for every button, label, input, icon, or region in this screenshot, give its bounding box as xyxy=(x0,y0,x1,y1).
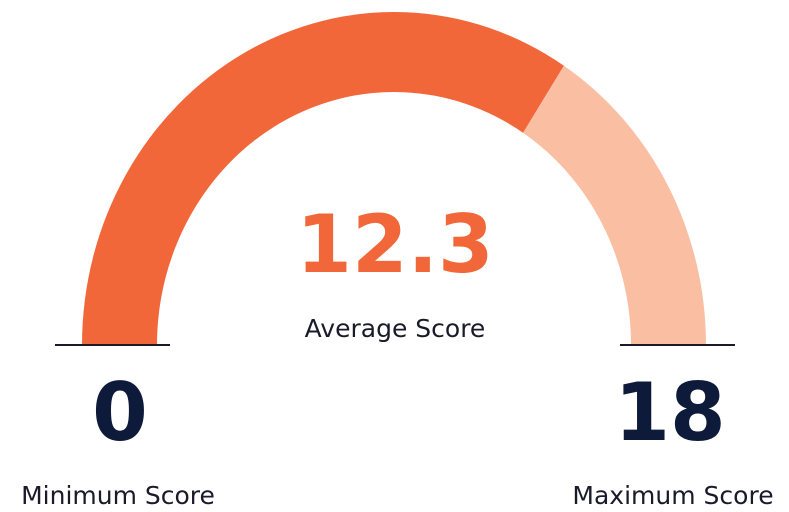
gauge-track xyxy=(523,65,706,345)
gauge-label: Average Score xyxy=(305,314,486,343)
gauge-fill xyxy=(82,11,564,345)
min-value: 0 xyxy=(92,366,148,459)
max-label: Maximum Score xyxy=(572,481,773,510)
max-value: 18 xyxy=(614,366,725,459)
gauge-value: 12.3 xyxy=(296,198,493,291)
min-label: Minimum Score xyxy=(21,481,215,510)
